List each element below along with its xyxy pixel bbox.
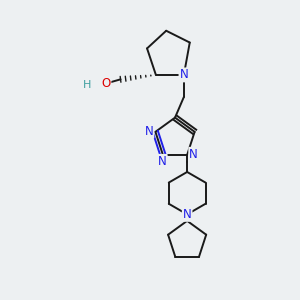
- Text: N: N: [158, 155, 167, 168]
- Text: O: O: [101, 77, 110, 90]
- Text: N: N: [179, 68, 188, 81]
- Text: H: H: [82, 80, 91, 90]
- Text: N: N: [189, 148, 198, 161]
- Text: N: N: [183, 208, 191, 221]
- Text: N: N: [145, 125, 153, 138]
